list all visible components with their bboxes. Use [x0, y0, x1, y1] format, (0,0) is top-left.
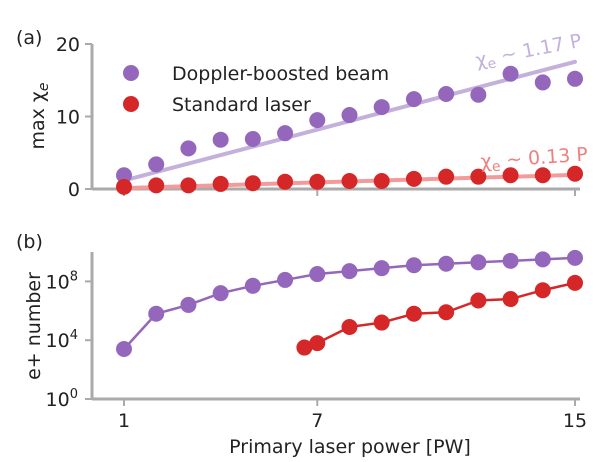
- data-point: [180, 177, 197, 194]
- data-point: [405, 305, 422, 322]
- data-lines-b: [116, 249, 583, 358]
- data-point: [116, 167, 132, 184]
- data-point: [244, 277, 261, 294]
- data-point: [244, 175, 261, 192]
- legend-label-doppler: Doppler-boosted beam: [172, 63, 389, 85]
- data-point: [567, 274, 583, 291]
- data-point: [405, 91, 422, 108]
- data-point: [309, 173, 326, 190]
- data-point: [502, 291, 519, 308]
- data-point: [567, 70, 583, 87]
- data-point: [502, 167, 519, 184]
- legend-label-standard: Standard laser: [172, 94, 311, 116]
- data-point: [116, 341, 132, 358]
- data-point: [373, 260, 390, 277]
- panel-b-label: (b): [16, 231, 43, 253]
- data-point: [405, 170, 422, 187]
- data-point: [438, 168, 455, 185]
- data-point: [148, 305, 165, 322]
- series-line: [303, 281, 576, 349]
- y-axis-label-a: max χe: [27, 82, 52, 149]
- data-point: [567, 249, 583, 266]
- data-point: [341, 318, 358, 335]
- y-tick-label-a: 0: [68, 179, 80, 201]
- data-point: [277, 125, 294, 142]
- data-point: [180, 296, 197, 313]
- data-point: [470, 254, 487, 271]
- data-point: [405, 257, 422, 274]
- data-point: [438, 86, 455, 103]
- y-tick-label-b: 100: [46, 387, 78, 411]
- legend-marker-doppler: [123, 65, 139, 81]
- x-tick-label: 1: [118, 410, 130, 432]
- y-axis-label-b: e+ number: [23, 272, 45, 380]
- data-point: [470, 86, 487, 103]
- data-point: [502, 65, 519, 82]
- x-tick-label: 15: [563, 410, 587, 432]
- data-point: [180, 140, 197, 157]
- data-point: [470, 292, 487, 309]
- panel-b: (b) e+ number 100 104 108 1 7 15 Primary lase…: [16, 231, 587, 458]
- y-tick-label-a: 20: [56, 34, 80, 56]
- axes-a: 0 10 20: [56, 34, 580, 201]
- axes-b: 100 104 108 1 7 15: [46, 252, 587, 432]
- y-tick-label-b: 108: [46, 269, 78, 293]
- data-point: [244, 130, 261, 147]
- fit-label-doppler: χe ~ 1.17 P: [474, 30, 584, 75]
- data-point: [148, 156, 165, 173]
- data-point: [534, 282, 551, 299]
- data-point: [341, 263, 358, 280]
- data-point: [116, 178, 132, 195]
- data-point: [212, 285, 229, 302]
- y-tick-label-a: 10: [56, 107, 80, 129]
- data-point: [470, 168, 487, 185]
- data-point: [567, 165, 583, 182]
- data-point: [438, 255, 455, 272]
- data-point: [296, 339, 313, 356]
- data-point: [309, 266, 326, 283]
- data-point: [148, 177, 165, 194]
- data-point: [212, 131, 229, 148]
- data-point: [341, 107, 358, 124]
- data-point: [309, 112, 326, 129]
- data-point: [277, 173, 294, 190]
- data-point: [373, 99, 390, 116]
- data-point: [373, 314, 390, 331]
- data-point: [534, 251, 551, 268]
- data-point: [373, 173, 390, 190]
- data-point: [438, 304, 455, 321]
- legend-marker-standard: [123, 96, 139, 112]
- data-point: [277, 271, 294, 288]
- x-tick-label: 7: [311, 410, 323, 432]
- y-tick-label-b: 104: [46, 328, 78, 352]
- data-point: [534, 74, 551, 91]
- panel-a: (a) max χe 0 10 20 Doppler-boosted beam St…: [16, 27, 589, 201]
- data-points-a: [116, 65, 583, 195]
- data-point: [341, 173, 358, 190]
- legend: Doppler-boosted beam Standard laser: [123, 63, 389, 116]
- data-point: [502, 252, 519, 269]
- panel-a-label: (a): [16, 27, 42, 49]
- data-point: [212, 175, 229, 192]
- data-point: [309, 335, 326, 352]
- x-axis-label: Primary laser power [PW]: [229, 436, 471, 458]
- data-point: [534, 167, 551, 184]
